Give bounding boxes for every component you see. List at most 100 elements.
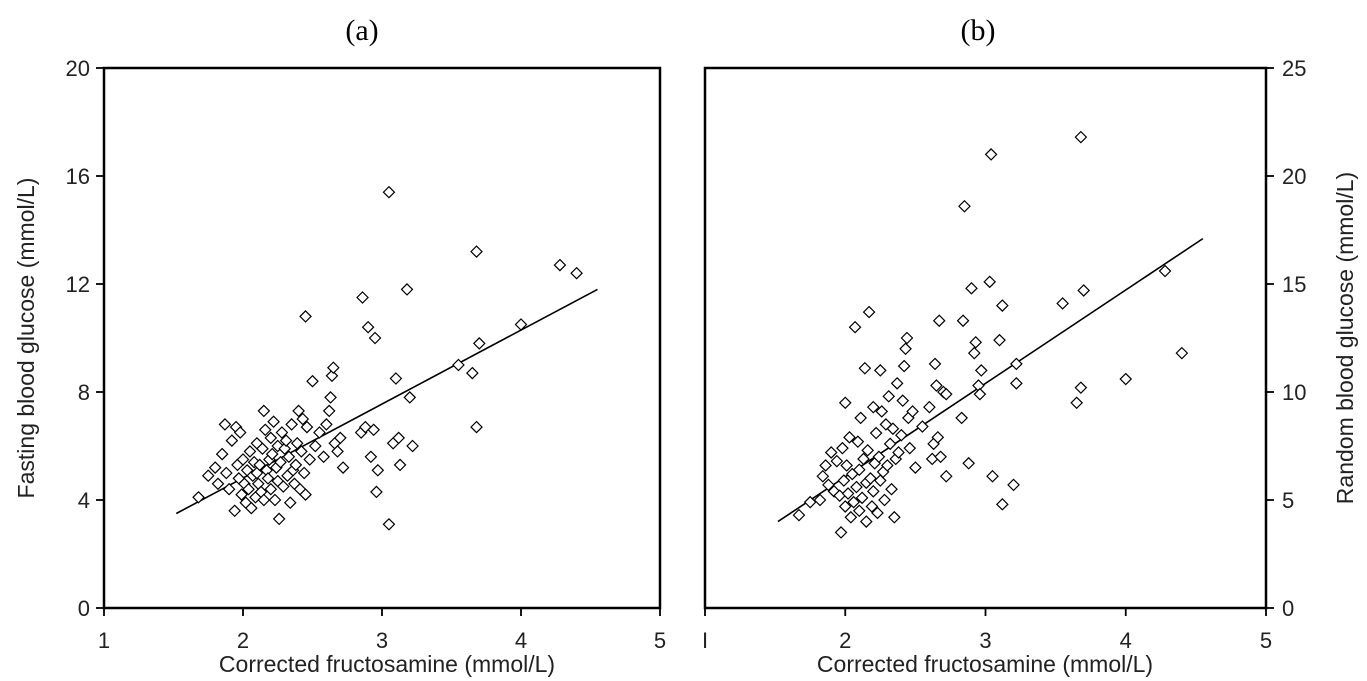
- panel-a-data-point: [320, 418, 333, 431]
- panel-a-data-point: [242, 482, 255, 496]
- panel-a-data-point: [470, 245, 483, 258]
- panel-b-data-point: [878, 493, 891, 507]
- panel-b-data-point: [857, 452, 870, 466]
- panel-b-data-point: [851, 435, 865, 449]
- panel-a-data-point: [282, 450, 296, 464]
- panel-a-data-point: [215, 447, 229, 461]
- panel-a-data-point: [276, 480, 290, 493]
- panel-b-data-point: [865, 500, 879, 513]
- panel-a-data-point: [300, 420, 314, 434]
- panel-a-data-point: [308, 439, 322, 453]
- panel-b-data-point: [993, 333, 1006, 347]
- panel-b-data-point: [962, 456, 976, 470]
- panel-b-data-point: [899, 342, 912, 356]
- panel-a-data-point: [253, 458, 267, 472]
- panel-b-data-point: [854, 411, 868, 425]
- panel-a-data-point: [257, 493, 271, 507]
- panel-b-data-point: [843, 431, 856, 444]
- panel-a-data-point: [256, 442, 269, 456]
- panel-a-data-point: [297, 466, 311, 480]
- panel-a-data-point: [317, 450, 330, 464]
- panel-b-data-point: [969, 335, 983, 349]
- panel-a-data-point: [265, 447, 279, 461]
- panel-b-data-point: [850, 480, 863, 494]
- panel-a-x-tick-label: 4: [515, 628, 527, 653]
- panel-a-data-point: [570, 266, 583, 280]
- panel-a-data-point: [392, 431, 406, 445]
- panel-b-data-point: [1158, 264, 1172, 278]
- panel-b-data-point: [848, 320, 862, 334]
- panel-a-data-point: [292, 404, 305, 418]
- panel-a-data-point: [289, 458, 303, 472]
- panel-b-data-point: [872, 450, 886, 464]
- panel-b-data-point: [866, 485, 880, 498]
- panel-a-data-point: [290, 436, 304, 450]
- panel-a-data-point: [403, 391, 417, 404]
- panel-b-y-tick-label: 10: [1282, 380, 1306, 405]
- panel-b-data-point: [813, 493, 827, 507]
- panel-b-data-point: [892, 446, 905, 459]
- panel-b-data-point: [983, 275, 997, 289]
- panel-b-data-point: [861, 443, 875, 457]
- panel-b-data-point: [916, 420, 929, 433]
- panel-b-data-point: [974, 364, 988, 377]
- panel-b-data-point: [1077, 284, 1091, 297]
- panel-a-data-point: [272, 512, 286, 526]
- panel-a-data-point: [222, 482, 236, 496]
- panel-a-data-point: [295, 445, 308, 458]
- panel-b-data-point: [995, 299, 1009, 312]
- panel-a-data-point: [322, 404, 336, 418]
- panel-b-data-point: [873, 364, 887, 377]
- panel-b-x-tick-label: 2: [839, 628, 851, 653]
- panel-b-data-point: [967, 346, 981, 360]
- panel-b-data-point: [1175, 346, 1189, 360]
- panel-b-data-point: [840, 459, 854, 472]
- panel-b-data-point: [1119, 372, 1133, 386]
- panel-b-data-point: [931, 431, 945, 444]
- panel-a-data-point: [299, 488, 312, 501]
- panel-a-data-point: [393, 458, 407, 472]
- panel-b-data-point: [986, 469, 999, 483]
- panel-b-title: (b): [961, 14, 996, 47]
- panel-b-data-point: [934, 450, 947, 464]
- panel-a-data-point: [243, 445, 257, 458]
- panel-a-data-point: [389, 372, 403, 385]
- panel-b-data-point: [903, 441, 917, 455]
- panel-a-data-point: [331, 445, 344, 458]
- panel-b-data-point: [923, 400, 936, 414]
- panel-b-data-point: [939, 387, 953, 401]
- panel-a-data-point: [218, 418, 232, 431]
- panel-a-data-point: [327, 361, 340, 375]
- panel-b-data-point: [897, 359, 911, 373]
- panel-b-data-point: [830, 454, 844, 468]
- panel-b-data-point: [958, 199, 971, 213]
- panel-b-data-point: [1074, 130, 1088, 144]
- panel-b-data-point: [834, 526, 848, 539]
- panel-a-data-point: [219, 466, 233, 480]
- panel-a-data-point: [296, 412, 310, 426]
- panel-b-data-point: [886, 422, 900, 436]
- panel-a-data-point: [400, 283, 414, 296]
- panel-a-y-tick-label: 16: [66, 164, 90, 189]
- panel-b-data-point: [819, 459, 832, 472]
- panel-a-data-point: [361, 320, 375, 334]
- panel-a-data-point: [514, 318, 528, 331]
- panel-a-data-point: [211, 477, 225, 491]
- panel-a-data-point: [367, 423, 381, 437]
- panel-b-data-point: [928, 357, 942, 371]
- panel-a-data-point: [324, 391, 337, 404]
- panel-a-data-point: [258, 423, 272, 437]
- panel-b-data-point: [852, 504, 866, 518]
- panel-b-y-tick-label: 0: [1282, 596, 1294, 621]
- panel-a-data-point: [264, 431, 278, 445]
- panel-a-y-tick-label: 20: [66, 56, 90, 81]
- panel-b-data-point: [955, 411, 969, 425]
- panel-a-data-point: [192, 490, 205, 504]
- panel-a-data-point: [371, 463, 385, 477]
- panel-b-data-point: [1007, 478, 1020, 492]
- panel-a-y-tick-label: 0: [78, 596, 90, 621]
- panel-a-data-point: [267, 415, 280, 429]
- panel-a-data-point: [368, 331, 382, 345]
